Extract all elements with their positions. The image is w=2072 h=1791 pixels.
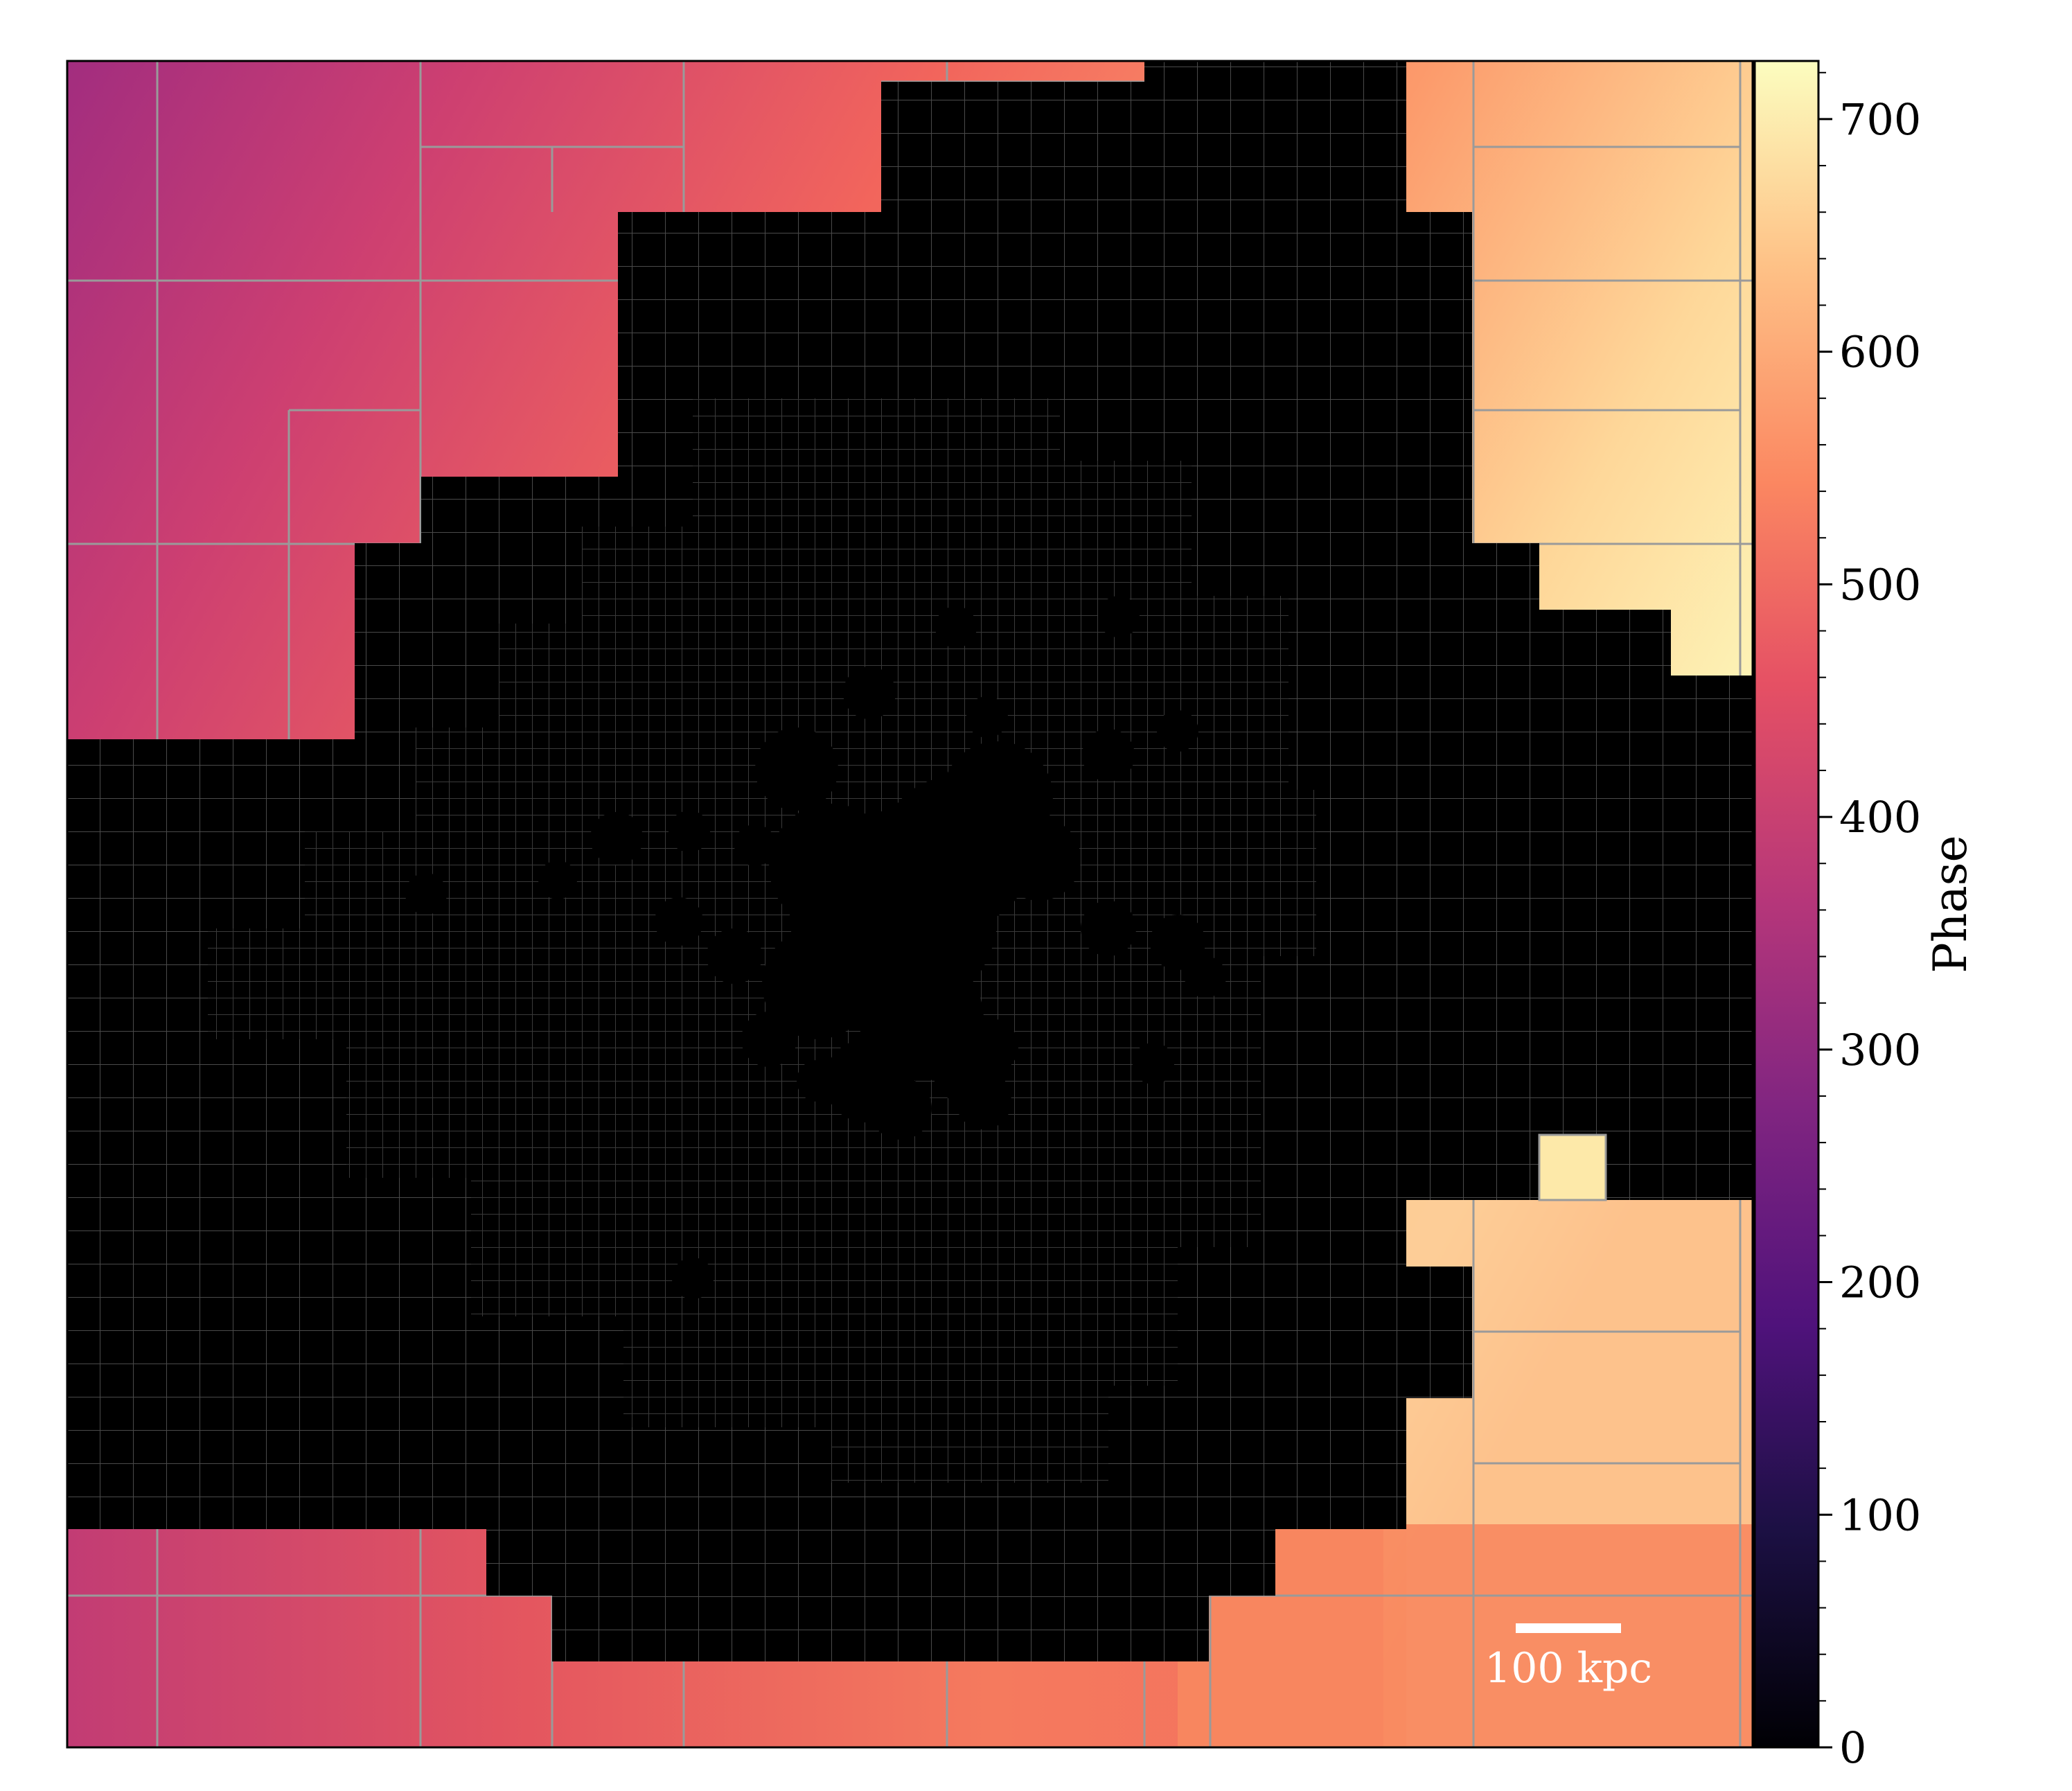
scale-bar-line — [1516, 1623, 1621, 1633]
plot-frame — [66, 60, 1754, 1749]
colorbar-tick-label: 300 — [1839, 1025, 1921, 1075]
colorbar-tick-label: 200 — [1839, 1258, 1921, 1308]
dense-clump — [956, 1074, 1011, 1129]
colorbar-ticks: 0 100 200 300 400 500 600 700 — [1818, 71, 1921, 1773]
bright-cell — [1538, 1133, 1607, 1201]
colorbar-tick-label: 100 — [1839, 1490, 1921, 1540]
dense-clump — [963, 1018, 1018, 1074]
dense-clump — [590, 812, 643, 865]
colorbar: 0 100 200 300 400 500 600 700 Phase — [1753, 60, 1977, 1773]
colorbar-tick-label: 700 — [1839, 94, 1921, 145]
dense-clump — [672, 1258, 714, 1299]
dense-clump — [668, 811, 710, 852]
dense-clump — [762, 928, 873, 1039]
dense-clump — [935, 606, 977, 648]
dense-clump — [538, 861, 577, 899]
colorbar-tick-label: 400 — [1839, 792, 1921, 842]
dense-clump — [769, 804, 894, 928]
dense-clump — [707, 928, 762, 984]
colorbar-label: Phase — [1924, 835, 1977, 973]
dense-clump — [655, 897, 703, 946]
dense-clump — [843, 667, 896, 719]
colorbar-fill — [1755, 61, 1818, 1747]
dense-clump — [1157, 710, 1198, 752]
colorbar-tick-label: 600 — [1839, 327, 1921, 378]
dense-clump — [1081, 901, 1136, 956]
colorbar-tick-label: 500 — [1839, 559, 1921, 610]
colorbar-tick-label: 0 — [1839, 1722, 1866, 1773]
dense-clumps — [405, 596, 1226, 1299]
dense-clump — [1082, 729, 1135, 782]
scale-bar: 100 kpc — [1485, 1623, 1652, 1693]
dense-clump — [1133, 1043, 1174, 1084]
phase-map: 100 kpc — [67, 61, 1753, 1747]
dense-clump — [755, 727, 838, 811]
colorbar-frame — [1753, 60, 1820, 1749]
dense-clump — [734, 824, 776, 866]
dense-clump — [405, 873, 447, 915]
dense-clump — [998, 818, 1081, 901]
dense-clump — [797, 1060, 838, 1102]
dense-clump — [741, 1012, 797, 1067]
dense-clump — [869, 1077, 932, 1140]
dense-clump — [1098, 596, 1140, 637]
dense-clump — [1150, 915, 1205, 970]
dense-clump — [966, 696, 1008, 738]
scale-bar-label: 100 kpc — [1485, 1644, 1652, 1693]
refined-grid-fine — [208, 398, 1316, 1483]
dense-clump — [1185, 956, 1226, 998]
